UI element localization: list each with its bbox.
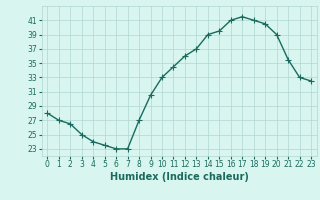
X-axis label: Humidex (Indice chaleur): Humidex (Indice chaleur)	[110, 172, 249, 182]
